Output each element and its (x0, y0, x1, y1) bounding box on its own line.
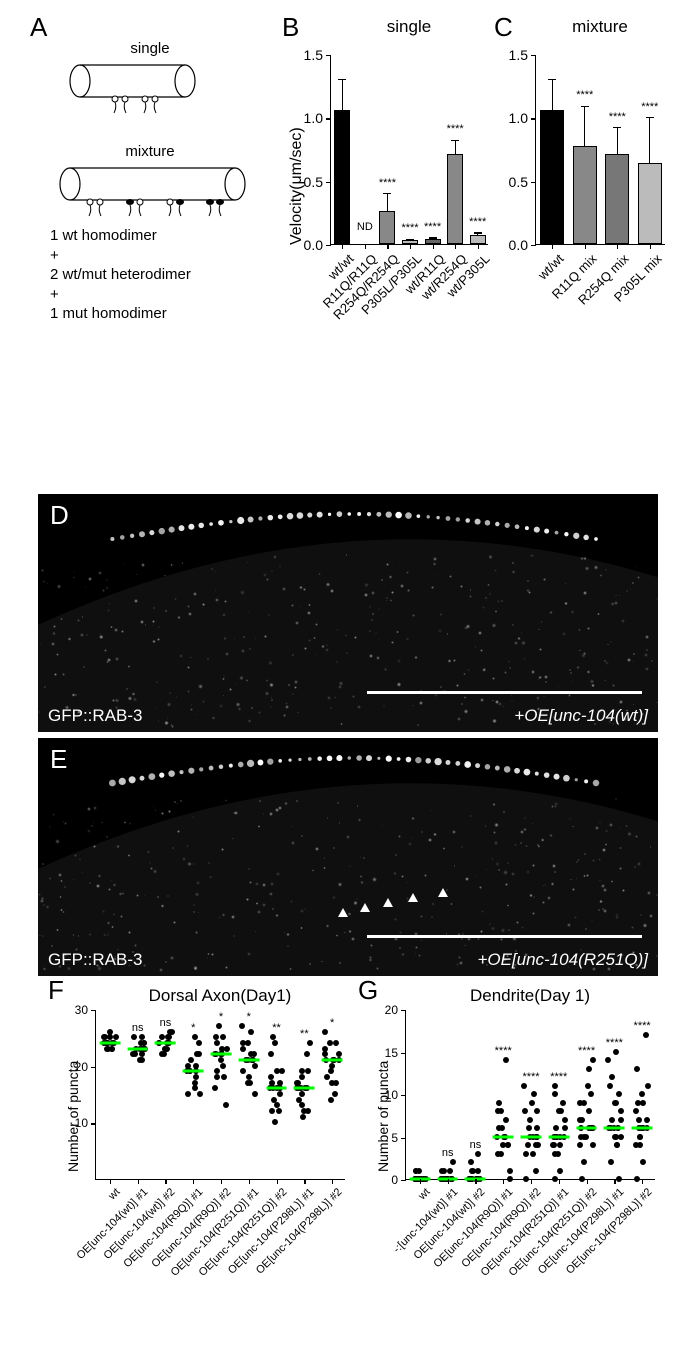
single-cylinder-svg (50, 61, 220, 116)
bar (447, 154, 463, 244)
median-bar (211, 1053, 232, 1056)
micro-label-left: GFP::RAB-3 (48, 950, 142, 970)
median-bar (155, 1042, 176, 1045)
bar (638, 163, 662, 244)
panel-label-b: B (282, 12, 299, 43)
median-bar (493, 1135, 514, 1138)
median-bar (632, 1127, 653, 1130)
y-axis-label: Number of puncta (375, 1061, 391, 1172)
panel-label-a: A (30, 12, 47, 43)
chart-title: Dorsal Axon(Day1) (95, 986, 345, 1006)
microscopy-d: GFP::RAB-3 +OE[unc-104(wt)] (38, 494, 658, 732)
micro-label-right: +OE[unc-104(wt)] (514, 706, 648, 726)
bar (334, 110, 350, 244)
mixture-composition-text: 1 wt homodimer + 2 wt/mut heterodimer + … (50, 226, 250, 324)
median-bar (322, 1059, 343, 1062)
micro-label-right: +OE[unc-104(R251Q)] (477, 950, 648, 970)
panel-label-c: C (494, 12, 513, 43)
panel-letter-overlay: D (50, 500, 69, 531)
arrowhead-icon (408, 893, 418, 902)
micro-label-left: GFP::RAB-3 (48, 706, 142, 726)
bar (540, 110, 564, 244)
bar (470, 235, 486, 244)
arrowhead-icon (383, 898, 393, 907)
median-bar (521, 1135, 542, 1138)
panel-a-diagram: single mixture (50, 40, 250, 324)
arrowhead-icon (338, 908, 348, 917)
arrowhead-icon (438, 888, 448, 897)
mixture-label: mixture (50, 143, 250, 160)
panel-label-g: G (358, 975, 378, 1006)
median-bar (294, 1087, 315, 1090)
median-bar (604, 1127, 625, 1130)
scale-bar (367, 691, 642, 694)
median-bar (548, 1135, 569, 1138)
bar (379, 211, 395, 244)
median-bar (238, 1059, 259, 1062)
chart-title: Dendrite(Day 1) (405, 986, 655, 1006)
mixture-cylinder-svg (50, 164, 260, 219)
median-bar (127, 1047, 148, 1050)
scale-bar (367, 935, 642, 938)
median-bar (99, 1042, 120, 1045)
chart-title: mixture (535, 17, 665, 37)
median-bar (266, 1087, 287, 1090)
median-bar (576, 1127, 597, 1130)
chart-title: single (330, 17, 488, 37)
bar (573, 146, 597, 244)
median-bar (183, 1070, 204, 1073)
panel-label-f: F (48, 975, 64, 1006)
arrowhead-icon (360, 903, 370, 912)
panel-letter-overlay: E (50, 744, 67, 775)
bar (605, 154, 629, 244)
single-label: single (50, 40, 250, 57)
microscopy-e: GFP::RAB-3 +OE[unc-104(R251Q)] (38, 738, 658, 976)
